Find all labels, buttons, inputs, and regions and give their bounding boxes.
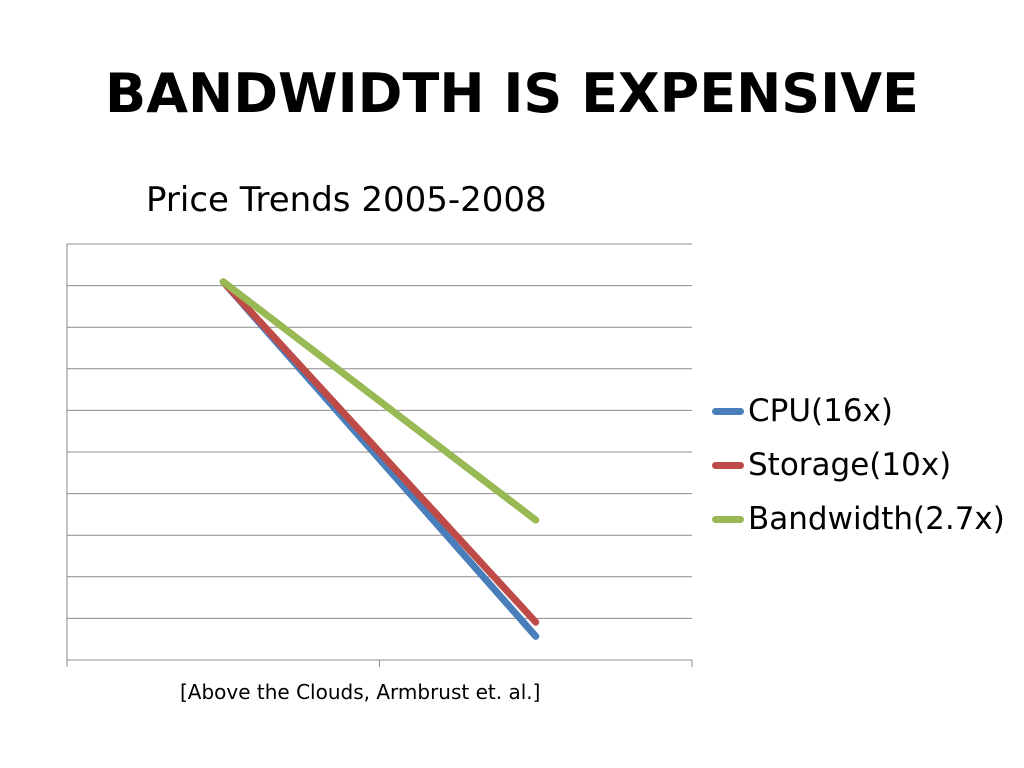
legend-item-bandwidth: Bandwidth(2.7x) <box>712 492 1005 546</box>
legend-item-cpu: CPU(16x) <box>712 384 1005 438</box>
series-line-bandwidth-2-7x <box>219 278 540 524</box>
legend-item-storage: Storage(10x) <box>712 438 1005 492</box>
chart-legend: CPU(16x) Storage(10x) Bandwidth(2.7x) <box>712 384 1005 546</box>
slide-title: BANDWIDTH IS EXPENSIVE <box>105 62 919 125</box>
legend-label-cpu: CPU(16x) <box>748 393 894 429</box>
legend-label-storage: Storage(10x) <box>748 447 952 483</box>
legend-swatch-bandwidth <box>712 515 744 523</box>
legend-label-bandwidth: Bandwidth(2.7x) <box>748 501 1005 537</box>
legend-swatch-storage <box>712 461 744 469</box>
source-caption: [Above the Clouds, Armbrust et. al.] <box>180 680 541 704</box>
chart-axes <box>66 244 693 667</box>
legend-swatch-cpu <box>712 407 744 415</box>
chart-title: Price Trends 2005-2008 <box>146 180 547 220</box>
series-lines <box>219 278 540 640</box>
series-line-storage-10x <box>219 278 540 626</box>
